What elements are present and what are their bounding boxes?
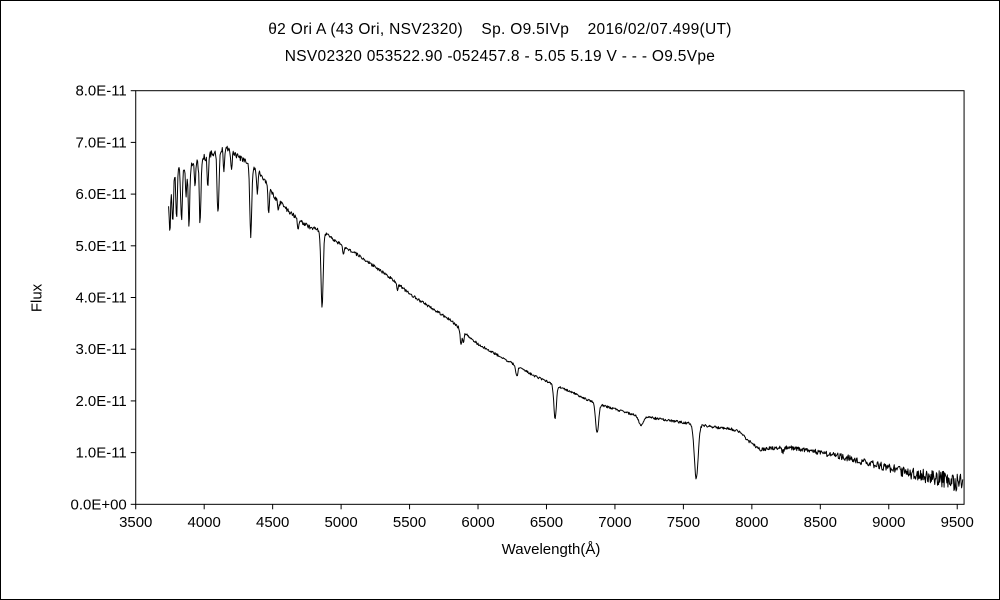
x-tick-label: 9500 <box>941 514 974 531</box>
y-tick-label: 5.0E-11 <box>75 238 126 255</box>
x-tick-label: 8500 <box>804 514 837 531</box>
x-axis-title: Wavelength(Å) <box>501 541 601 558</box>
x-tick-label: 5500 <box>393 514 426 531</box>
y-tick-label: 2.0E-11 <box>75 393 126 410</box>
y-tick-label: 1.0E-11 <box>75 445 126 462</box>
chart-title: θ2 Ori A (43 Ori, NSV2320) Sp. O9.5IVp 2… <box>268 21 732 38</box>
y-tick-label: 3.0E-11 <box>75 341 126 358</box>
x-tick-label: 7500 <box>667 514 700 531</box>
y-tick-label: 0.0E+00 <box>71 496 127 513</box>
chart-subtitle: NSV02320 053522.90 -052457.8 - 5.05 5.19… <box>284 48 716 65</box>
x-tick-label: 6500 <box>530 514 563 531</box>
y-tick-label: 8.0E-11 <box>75 83 126 100</box>
spectrum-line <box>168 145 964 492</box>
x-tick-label: 4500 <box>256 514 289 531</box>
plot-border <box>135 90 965 505</box>
y-axis-title: Flux <box>28 283 46 313</box>
x-tick-label: 4000 <box>188 514 221 531</box>
x-tick-label: 7000 <box>598 514 631 531</box>
x-tick-label: 8000 <box>735 514 768 531</box>
x-tick-label: 5000 <box>324 514 357 531</box>
y-tick-label: 6.0E-11 <box>75 186 126 203</box>
x-tick-label: 9000 <box>872 514 905 531</box>
y-tick-label: 4.0E-11 <box>75 290 126 307</box>
x-tick-label: 3500 <box>119 514 152 531</box>
y-tick-label: 7.0E-11 <box>75 134 126 151</box>
x-tick-label: 6000 <box>461 514 494 531</box>
